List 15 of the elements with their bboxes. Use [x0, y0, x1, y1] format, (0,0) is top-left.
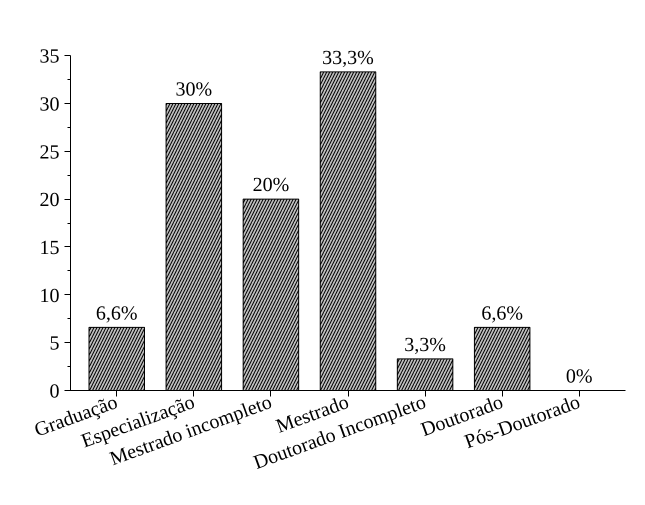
data-label: 20%: [252, 174, 290, 196]
y-tick-label: 35: [40, 46, 60, 68]
data-label: 33,3%: [322, 46, 374, 69]
data-label: 3,3%: [404, 334, 446, 356]
data-label: 6,6%: [481, 302, 524, 324]
data-label: 6,6%: [96, 302, 138, 324]
y-tick-label: 20: [40, 189, 60, 212]
y-tick-label: 15: [40, 236, 60, 259]
data-label: 0%: [566, 366, 593, 388]
data-label: 30%: [176, 78, 212, 100]
y-tick-label: 30: [40, 93, 60, 116]
y-tick-label: 5: [50, 332, 60, 355]
y-tick-label: 25: [40, 141, 60, 164]
y-tick-label: 0: [50, 380, 60, 402]
y-tick-label: 10: [40, 284, 60, 307]
